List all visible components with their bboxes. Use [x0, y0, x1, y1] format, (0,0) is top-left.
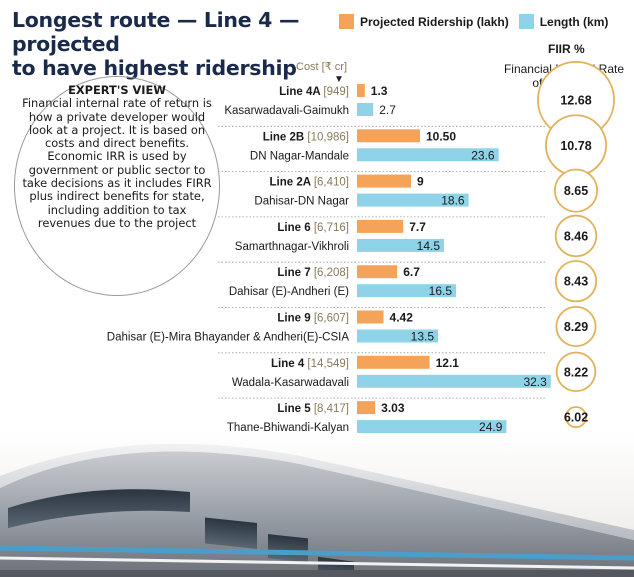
line-label: Line 4 [14,549]	[271, 358, 349, 370]
route-label: DN Nagar-Mandale	[250, 150, 349, 162]
legend: Projected Ridership (lakh) Length (km)	[339, 14, 618, 29]
metro-train-photo	[0, 430, 634, 577]
line-name: Line 5	[277, 403, 313, 415]
ridership-value-label: 4.42	[390, 311, 414, 325]
line-label: Line 7 [6,208]	[277, 267, 349, 279]
length-bar	[357, 148, 499, 162]
firr-circle	[554, 260, 598, 303]
route-label: Wadala-Kasarwadavali	[232, 377, 349, 389]
length-value-label: 2.7	[379, 103, 396, 117]
line-cost: [10,986]	[307, 131, 349, 143]
legend-label-ridership: Projected Ridership (lakh)	[360, 14, 509, 29]
title-line-2: to have highest ridership	[12, 56, 297, 80]
length-value-label: 23.6	[471, 148, 495, 162]
line-label: Line 5 [8,417]	[277, 403, 349, 415]
line-cost: [6,208]	[314, 267, 349, 279]
ridership-bar	[357, 310, 384, 324]
cost-header: Cost [₹ cr]	[296, 61, 348, 73]
expert-view-circle	[14, 76, 220, 296]
legend-item-length: Length (km)	[518, 14, 609, 29]
ridership-value-label: 7.7	[409, 220, 426, 234]
legend-label-length: Length (km)	[539, 14, 609, 29]
ridership-bar	[357, 129, 420, 143]
length-value-label: 24.9	[479, 420, 503, 434]
firr-circle	[553, 168, 599, 213]
firr-value-label: 10.78	[560, 139, 591, 153]
route-label: Samarthnagar-Vikhroli	[235, 241, 349, 253]
firr-circle	[555, 351, 597, 393]
firr-value-label: 8.65	[564, 184, 588, 198]
length-bar	[357, 374, 551, 388]
route-label: Thane-Bhiwandi-Kalyan	[227, 422, 349, 434]
route-label: Kasarwadavali-Gaimukh	[224, 105, 349, 117]
line-label: Line 4A [949]	[279, 86, 349, 98]
legend-item-ridership: Projected Ridership (lakh)	[339, 14, 509, 29]
length-value-label: 13.5	[411, 330, 435, 344]
firr-value-label: 8.43	[564, 275, 588, 289]
line-name: Line 6	[277, 222, 313, 234]
expert-view-body: Financial internal rate of return is how…	[22, 96, 212, 230]
cost-arrow-icon: ▼	[334, 74, 344, 85]
length-bar	[357, 329, 438, 343]
firr-circle	[555, 305, 597, 348]
firr-value-label: 12.68	[560, 94, 591, 108]
line-name: Line 4A	[279, 86, 323, 98]
ridership-bar	[357, 174, 411, 188]
length-bar	[357, 420, 507, 434]
ridership-bar	[357, 401, 376, 415]
route-label: Dahisar-DN Nagar	[254, 196, 349, 208]
firr-value-label: 8.22	[564, 365, 588, 379]
legend-swatch-length	[518, 14, 534, 29]
ridership-value-label: 1.3	[371, 84, 388, 98]
length-value-label: 32.3	[523, 375, 547, 389]
legend-swatch-ridership	[339, 14, 354, 29]
line-label: Line 2A [6,410]	[270, 177, 349, 189]
line-name: Line 7	[277, 267, 313, 279]
route-label: Dahisar (E)-Mira Bhayander & Andheri(E)-…	[107, 332, 350, 344]
length-bar	[357, 238, 444, 252]
line-label: Line 2B [10,986]	[263, 131, 349, 143]
firr-value-label: 6.02	[564, 411, 588, 425]
length-bar	[357, 103, 374, 116]
firr-circle	[565, 406, 587, 429]
route-label: Dahisar (E)-Andheri (E)	[229, 286, 349, 298]
ridership-value-label: 6.7	[403, 265, 420, 279]
ridership-bar	[357, 84, 365, 97]
line-cost: [14,549]	[307, 358, 349, 370]
line-cost: [949]	[323, 86, 349, 98]
expert-view-heading: EXPERT'S VIEW	[68, 83, 166, 97]
ridership-value-label: 3.03	[381, 401, 405, 415]
line-cost: [6,410]	[314, 177, 349, 189]
line-name: Line 9	[277, 313, 313, 325]
line-label: Line 6 [6,716]	[277, 222, 349, 234]
line-cost: [6,716]	[314, 222, 349, 234]
length-bar	[357, 193, 469, 207]
ridership-value-label: 9	[417, 175, 424, 189]
length-value-label: 18.6	[441, 194, 465, 208]
firr-header: FIIR %	[548, 42, 585, 56]
line-label: Line 9 [6,607]	[277, 313, 349, 325]
firr-value-label: 8.29	[564, 320, 588, 334]
length-value-label: 16.5	[429, 284, 453, 298]
ridership-value-label: 10.50	[426, 129, 456, 143]
line-name: Line 2A	[270, 177, 314, 189]
expert-view: EXPERT'S VIEW Financial internal rate of…	[22, 83, 212, 230]
firr-circle	[554, 214, 598, 258]
title-line-1: Longest route — Line 4 — projected	[12, 8, 300, 56]
line-name: Line 2B	[263, 131, 308, 143]
firr-value-label: 8.46	[564, 229, 588, 243]
ridership-value-label: 12.1	[436, 356, 460, 370]
length-value-label: 14.5	[417, 239, 441, 253]
ridership-bar	[357, 219, 404, 233]
ridership-bar	[357, 265, 398, 279]
chart-title: Longest route — Line 4 — projected to ha…	[12, 8, 342, 80]
ridership-bar	[357, 355, 430, 369]
line-name: Line 4	[271, 358, 307, 370]
line-cost: [8,417]	[314, 403, 349, 415]
length-bar	[357, 284, 456, 298]
line-cost: [6,607]	[314, 313, 349, 325]
